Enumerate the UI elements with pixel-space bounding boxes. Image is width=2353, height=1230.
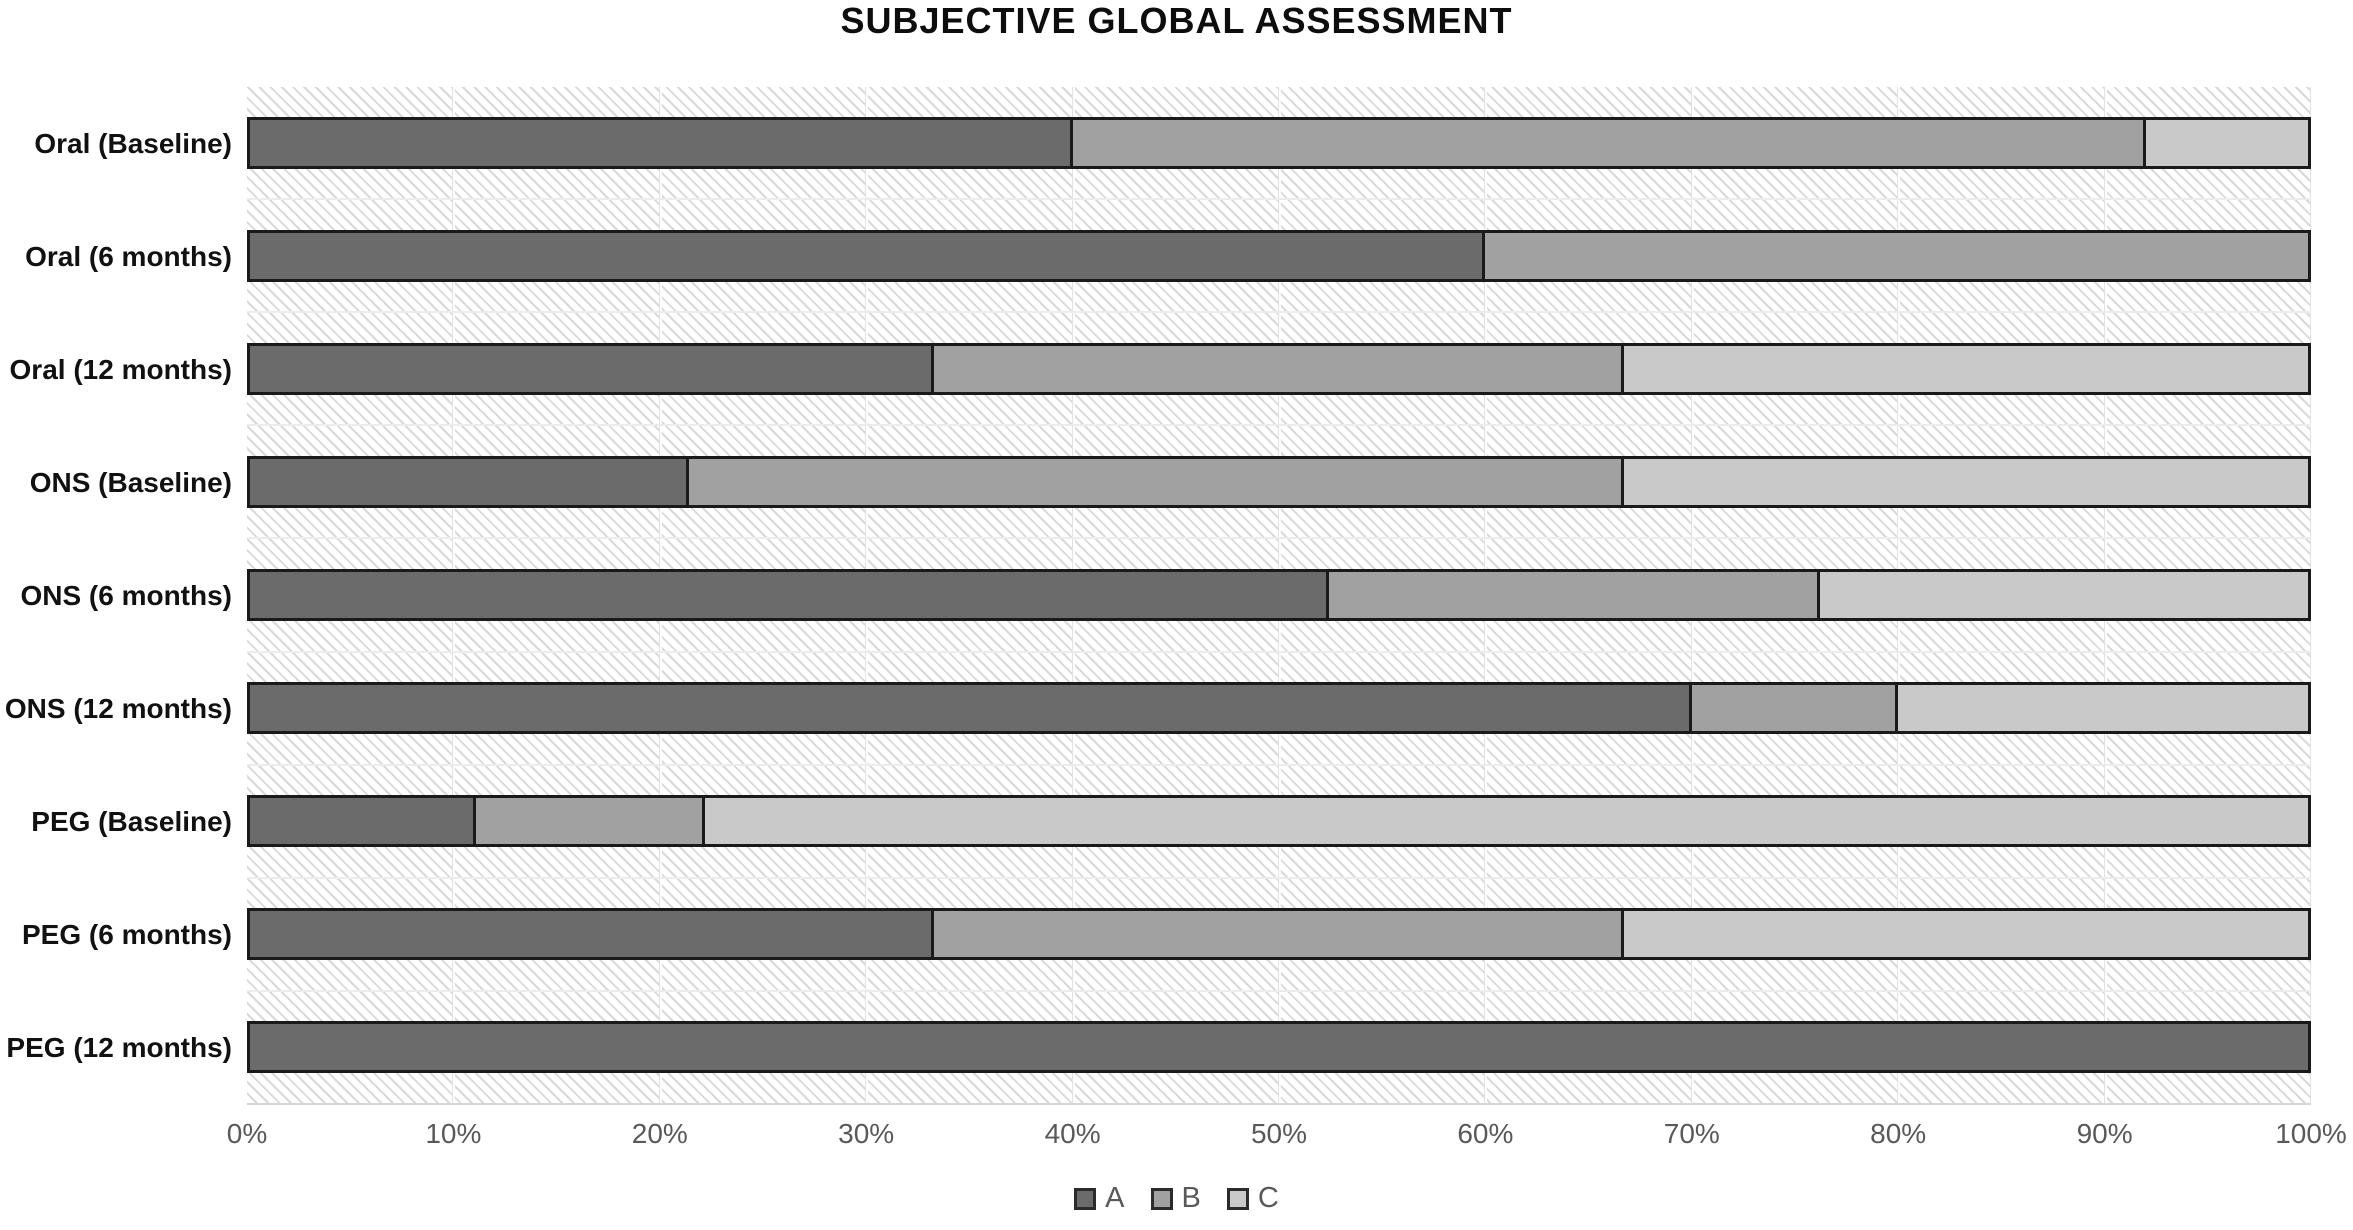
- legend-swatch-a: [1074, 1187, 1097, 1210]
- x-axis-tick-label: 60%: [1457, 1118, 1514, 1149]
- stacked-bar: [247, 682, 2311, 735]
- bar-row: [247, 876, 2311, 990]
- bar-segment-a: [247, 455, 689, 508]
- bar-segment-b: [1072, 116, 2146, 169]
- chart-title: SUBJECTIVE GLOBAL ASSESSMENT: [840, 0, 1513, 41]
- bar-segment-c: [1623, 455, 2311, 508]
- bar-segment-a: [247, 116, 1073, 169]
- x-axis-tick-label: 30%: [838, 1118, 895, 1149]
- legend-label: A: [1105, 1182, 1125, 1214]
- y-axis-category-labels: Oral (Baseline) Oral (6 months) Oral (12 m…: [0, 87, 232, 1105]
- bar-segment-a: [247, 908, 935, 961]
- bar-segment-b: [1485, 229, 2311, 282]
- bar-segment-c: [1623, 342, 2311, 395]
- category-label: Oral (12 months): [9, 353, 232, 385]
- bar-row: [247, 424, 2311, 537]
- legend: A B C: [0, 1182, 2353, 1215]
- bar-segment-c: [1898, 682, 2311, 735]
- x-axis-tick-label: 0%: [226, 1118, 268, 1149]
- stacked-bar: [247, 568, 2311, 621]
- bar-segment-a: [247, 682, 1692, 735]
- category-label: ONS (12 months): [4, 693, 232, 725]
- category-label: ONS (Baseline): [29, 466, 232, 498]
- bar-segment-a: [247, 795, 477, 848]
- stacked-bar: [247, 229, 2311, 282]
- bar-segment-a: [247, 342, 935, 395]
- legend-label: B: [1181, 1182, 1201, 1214]
- bar-row: [247, 989, 2311, 1103]
- stacked-bar: [247, 342, 2311, 395]
- x-axis-tick-label: 40%: [1044, 1118, 1101, 1149]
- legend-item-c: C: [1226, 1182, 1279, 1215]
- bar-row: [247, 650, 2311, 764]
- category-label: PEG (12 months): [6, 1032, 232, 1064]
- x-axis-tick-label: 80%: [1870, 1118, 1927, 1149]
- stacked-bar: [247, 908, 2311, 961]
- category-label: PEG (Baseline): [31, 806, 232, 838]
- x-axis-tick-label: 90%: [2076, 1118, 2133, 1149]
- legend-label: C: [1257, 1182, 1279, 1214]
- category-label: PEG (6 months): [21, 919, 232, 951]
- legend-swatch-c: [1226, 1187, 1249, 1210]
- bar-segment-b: [688, 455, 1624, 508]
- bar-rows: [247, 87, 2311, 1103]
- bar-segment-a: [247, 229, 1486, 282]
- x-axis-tick-label: 10%: [425, 1118, 482, 1149]
- x-axis: 0% 10% 20% 30% 40% 50% 60% 70% 80% 90% 100%: [0, 1118, 2353, 1158]
- legend-item-b: B: [1150, 1182, 1201, 1215]
- plot-area: [247, 87, 2313, 1105]
- bar-row: [247, 763, 2311, 877]
- bar-segment-b: [1691, 682, 1899, 735]
- bar-segment-c: [1623, 908, 2311, 961]
- bar-row: [247, 311, 2311, 424]
- stacked-bar: [247, 1021, 2311, 1074]
- bar-segment-c: [2145, 116, 2311, 169]
- category-label: Oral (6 months): [25, 240, 232, 272]
- stacked-bar: [247, 795, 2311, 848]
- bar-row: [247, 198, 2311, 311]
- category-label: Oral (Baseline): [34, 127, 232, 159]
- bar-row: [247, 537, 2311, 650]
- x-axis-tick-label: 20%: [631, 1118, 688, 1149]
- bar-segment-a: [247, 1021, 2311, 1074]
- x-axis-tick-label: 100%: [2275, 1118, 2347, 1149]
- bar-segment-b: [1328, 568, 1820, 621]
- x-axis-tick-label: 70%: [1663, 1118, 1720, 1149]
- bar-segment-a: [247, 568, 1329, 621]
- stacked-bar: [247, 116, 2311, 169]
- bar-segment-b: [476, 795, 706, 848]
- category-label: ONS (6 months): [20, 579, 232, 611]
- bar-segment-c: [1819, 568, 2311, 621]
- bar-segment-b: [934, 342, 1624, 395]
- x-axis-tick-label: 50%: [1250, 1118, 1308, 1149]
- bar-segment-c: [705, 795, 2311, 848]
- bar-row: [247, 87, 2311, 198]
- legend-swatch-b: [1150, 1187, 1173, 1210]
- bar-segment-b: [934, 908, 1624, 961]
- legend-item-a: A: [1074, 1182, 1125, 1215]
- stacked-bar: [247, 455, 2311, 508]
